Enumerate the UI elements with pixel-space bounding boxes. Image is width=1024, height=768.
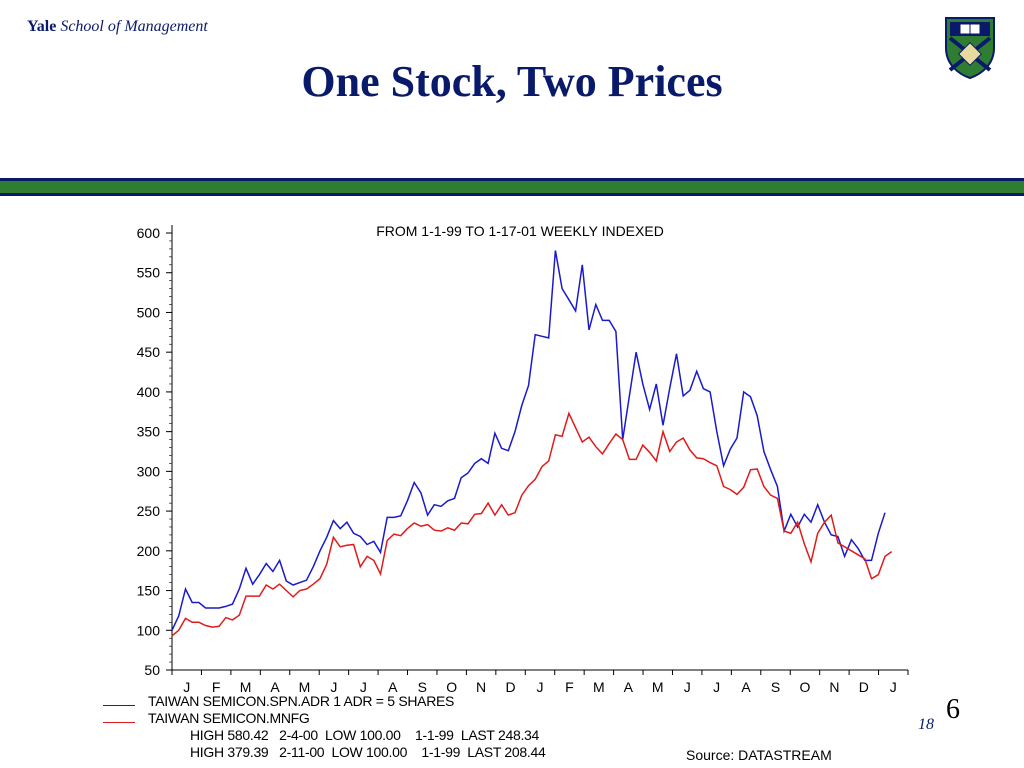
legend-swatch-local bbox=[103, 722, 135, 723]
y-tick-label: 300 bbox=[137, 463, 161, 479]
price-line-chart: FROM 1-1-99 TO 1-17-01 WEEKLY INDEXED 50 1… bbox=[137, 223, 909, 695]
brand-yale: Yale bbox=[27, 18, 57, 35]
stats-adr: HIGH 580.42 2-4-00 LOW 100.00 1-1-99 LAS… bbox=[190, 727, 540, 743]
slide-title: One Stock, Two Prices bbox=[301, 57, 723, 106]
x-tick-label: D bbox=[505, 679, 515, 695]
x-tick-label: J bbox=[713, 679, 720, 695]
x-tick-label: F bbox=[212, 679, 221, 695]
x-tick-label: J bbox=[684, 679, 691, 695]
x-tick-label: A bbox=[624, 679, 634, 695]
x-tick-label: J bbox=[537, 679, 544, 695]
x-tick-label: J bbox=[183, 679, 190, 695]
yale-shield-logo bbox=[945, 17, 995, 80]
series-line-local bbox=[171, 411, 893, 637]
y-tick-label: 350 bbox=[137, 424, 161, 440]
chart-title: FROM 1-1-99 TO 1-17-01 WEEKLY INDEXED bbox=[376, 223, 664, 239]
x-tick-label: J bbox=[360, 679, 367, 695]
legend-label-local: TAIWAN SEMICON.MNFG bbox=[148, 710, 310, 726]
x-tick-label: A bbox=[388, 679, 398, 695]
y-tick-label: 150 bbox=[137, 583, 161, 599]
x-tick-label: M bbox=[299, 679, 311, 695]
y-tick-label: 550 bbox=[137, 265, 161, 281]
series-line-adr bbox=[171, 250, 886, 631]
legend-label-adr: TAIWAN SEMICON.SPN.ADR 1 ADR = 5 SHARES bbox=[148, 693, 455, 709]
x-tick-label: M bbox=[652, 679, 664, 695]
legend-swatch-adr bbox=[103, 705, 135, 706]
x-tick-label: A bbox=[741, 679, 751, 695]
x-tick-label: N bbox=[829, 679, 839, 695]
y-tick-label: 500 bbox=[137, 304, 161, 320]
x-tick-label: A bbox=[270, 679, 280, 695]
y-tick-label: 250 bbox=[137, 503, 161, 519]
x-tick-label: N bbox=[476, 679, 486, 695]
school-brand: Yale School of Management bbox=[27, 18, 208, 36]
x-tick-label: F bbox=[565, 679, 574, 695]
x-tick-label: J bbox=[330, 679, 337, 695]
y-tick-label: 600 bbox=[137, 225, 161, 241]
x-tick-label: O bbox=[446, 679, 457, 695]
x-tick-label: O bbox=[800, 679, 811, 695]
header-rule-top bbox=[0, 178, 1024, 181]
page-number: 18 bbox=[918, 716, 934, 733]
brand-school-name: School of Management bbox=[60, 18, 208, 35]
stats-local: HIGH 379.39 2-11-00 LOW 100.00 1-1-99 LA… bbox=[190, 744, 546, 760]
y-tick-label: 400 bbox=[137, 384, 161, 400]
x-tick-label: S bbox=[418, 679, 427, 695]
header-rule-bottom bbox=[0, 193, 1024, 196]
x-tick-label: M bbox=[593, 679, 605, 695]
y-tick-label: 50 bbox=[144, 662, 160, 678]
y-tick-label: 450 bbox=[137, 344, 161, 360]
header-rule-green bbox=[0, 181, 1024, 193]
x-tick-label: J bbox=[890, 679, 897, 695]
source-note: Source: DATASTREAM bbox=[686, 747, 832, 763]
slide-number-large: 6 bbox=[946, 694, 960, 725]
y-tick-label: 200 bbox=[137, 543, 161, 559]
x-tick-label: S bbox=[771, 679, 780, 695]
x-tick-label: D bbox=[859, 679, 869, 695]
x-tick-label: M bbox=[240, 679, 252, 695]
y-tick-label: 100 bbox=[137, 622, 161, 638]
